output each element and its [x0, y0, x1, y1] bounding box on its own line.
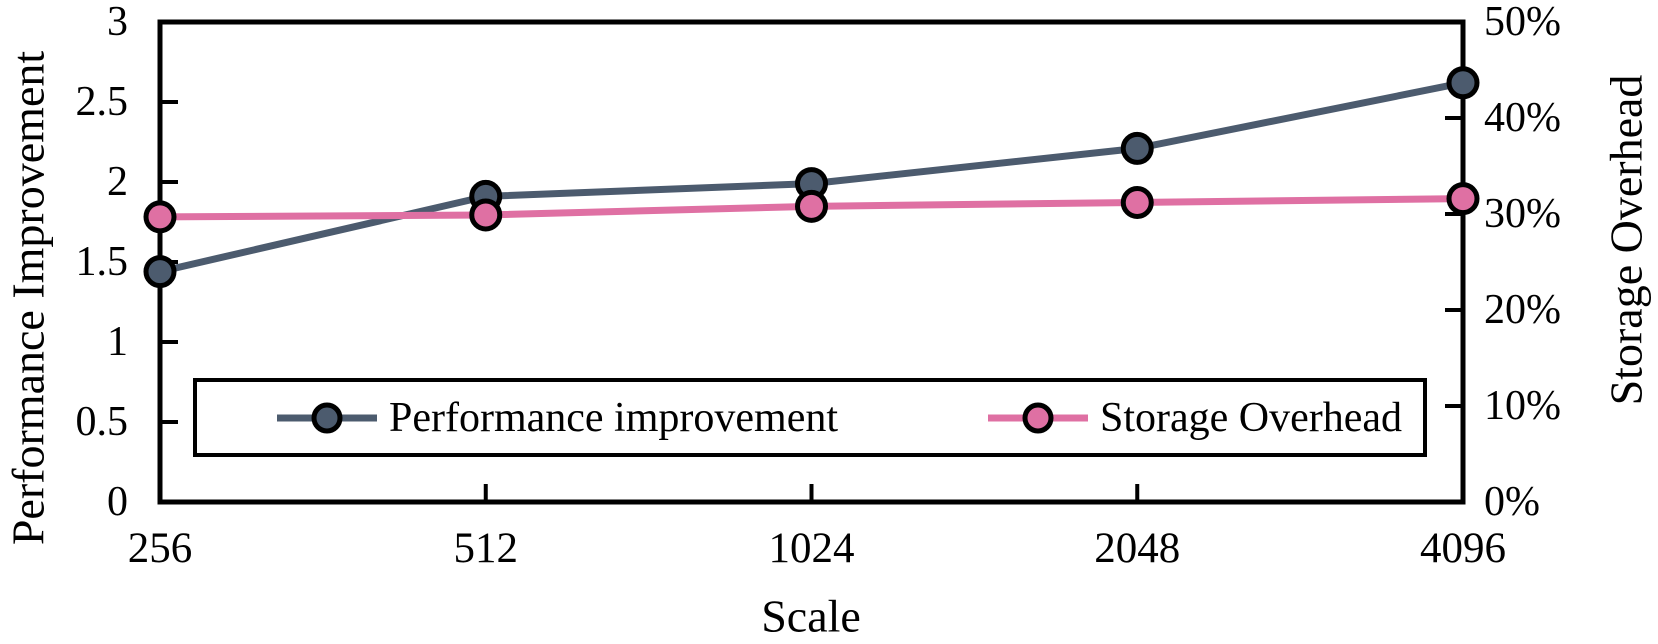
performance-improvement-marker [1120, 131, 1154, 165]
storage-overhead-marker [143, 200, 177, 234]
x-axis-tick-label: 512 [453, 525, 519, 572]
storage-overhead-marker [1120, 185, 1154, 219]
x-axis-title: Scale [761, 590, 861, 642]
storage-overhead-legend-sample-icon [988, 402, 1088, 433]
right-axis-tick-label: 50% [1484, 0, 1561, 45]
x-axis-tick-label: 2048 [1094, 525, 1181, 572]
legend: Performance improvement Storage Overhead [193, 378, 1427, 457]
storage-overhead-marker [1446, 182, 1480, 216]
right-axis-tick-label: 0% [1484, 479, 1540, 525]
legend-label-storage-overhead: Storage Overhead [1100, 394, 1403, 441]
right-axis-tick-label: 10% [1484, 383, 1561, 429]
right-axis-tick-label: 30% [1484, 191, 1561, 237]
left-axis-tick-label: 0.5 [75, 399, 129, 445]
left-axis-tick-label: 1.5 [75, 239, 129, 285]
left-axis-tick-label: 2.5 [75, 79, 129, 125]
right-axis-tick-label: 20% [1484, 287, 1561, 333]
storage-overhead-marker [795, 189, 828, 223]
performance-improvement-marker [143, 255, 177, 289]
legend-label-performance-improvement: Performance improvement [389, 394, 838, 441]
right-axis-title: Storage Overhead [1600, 74, 1652, 406]
left-axis-tick-label: 1 [107, 319, 128, 365]
left-axis-tick-label: 0 [107, 479, 128, 525]
performance-improvement-legend-sample-icon [277, 402, 377, 433]
legend-entry-storage-overhead: Storage Overhead [986, 395, 1402, 441]
x-axis-tick-label: 1024 [768, 525, 855, 572]
performance-improvement-marker [1446, 66, 1480, 100]
left-axis-tick-label: 2 [107, 159, 128, 205]
right-axis-tick-label: 40% [1484, 95, 1561, 141]
storage-overhead-marker [469, 198, 503, 232]
legend-entry-performance-improvement: Performance improvement [275, 395, 838, 441]
x-axis-tick-label: 256 [127, 525, 193, 572]
left-axis-tick-label: 3 [107, 0, 128, 45]
x-axis-tick-label: 4096 [1420, 525, 1506, 572]
